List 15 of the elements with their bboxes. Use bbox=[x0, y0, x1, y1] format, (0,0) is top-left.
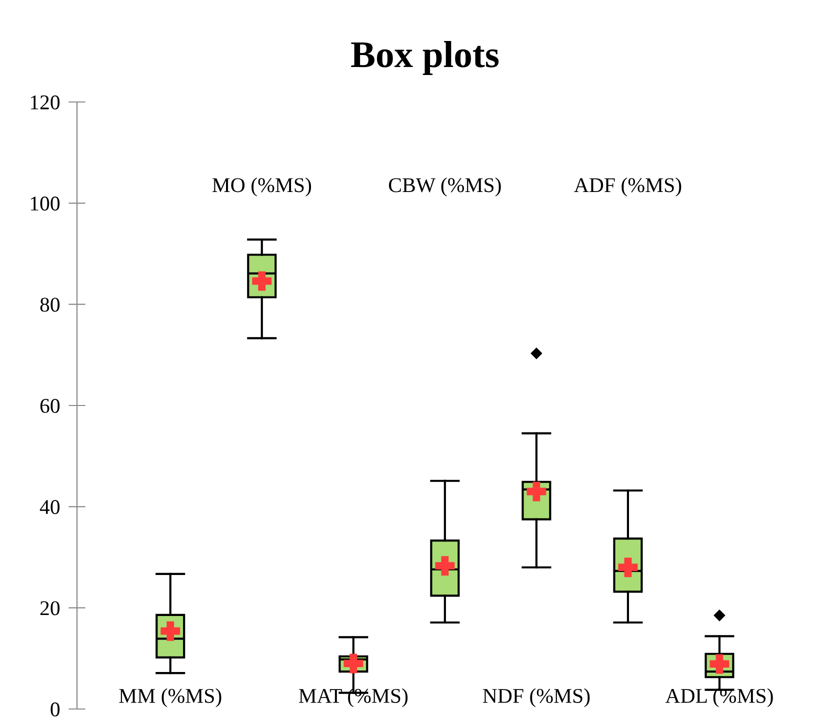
y-tick-label: 100 bbox=[30, 196, 60, 211]
y-tick-label: 0 bbox=[50, 702, 60, 716]
y-tick-label: 60 bbox=[40, 398, 60, 413]
x-tick-label: MAT (%MS) bbox=[298, 688, 408, 708]
y-tick-label: 80 bbox=[40, 298, 60, 312]
y-tick-label: 20 bbox=[40, 601, 60, 616]
y-tick-label: 120 bbox=[30, 95, 60, 110]
x-tick-label: CBW (%MS) bbox=[388, 178, 501, 196]
chart-title: Box plots bbox=[351, 40, 499, 76]
x-tick-label: ADL (%MS) bbox=[665, 688, 773, 708]
x-tick-label: ADF (%MS) bbox=[574, 178, 682, 196]
x-tick-label: NDF (%MS) bbox=[482, 688, 590, 708]
y-tick-label: 40 bbox=[40, 500, 60, 514]
x-tick-label: MO (%MS) bbox=[212, 178, 312, 196]
x-tick-label: MM (%MS) bbox=[119, 688, 222, 708]
